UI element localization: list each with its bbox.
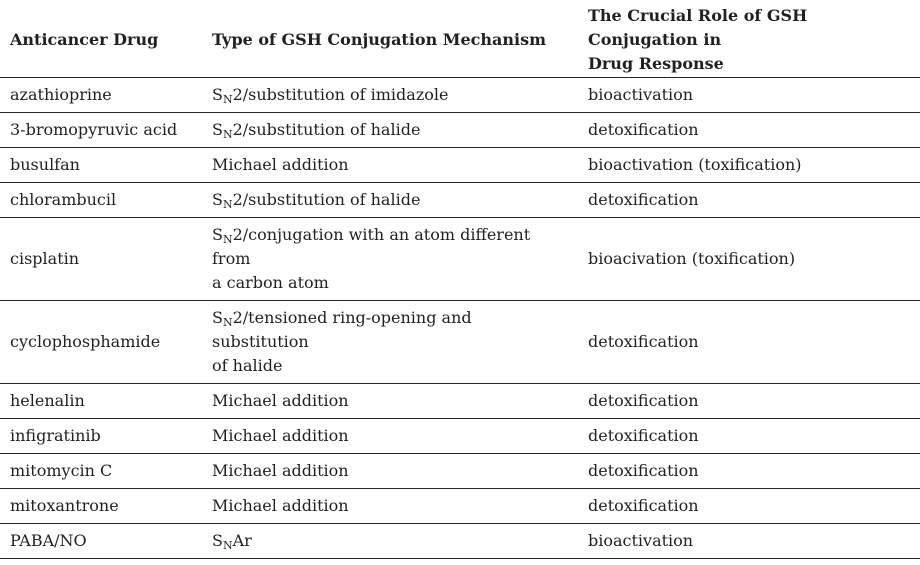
table-row: cyclophosphamide SN2/tensioned ring-openi… bbox=[0, 300, 920, 384]
subscript-n: N bbox=[222, 93, 233, 106]
drug-cell: PABA/NO bbox=[0, 523, 212, 559]
table-header: Anticancer Drug Type of GSH Conjugation … bbox=[0, 0, 920, 78]
mechanism-cell: Michael addition bbox=[212, 453, 588, 489]
subscript-n: N bbox=[222, 316, 233, 329]
role-cell: bioactivation bbox=[588, 77, 920, 113]
drug-cell: helenalin bbox=[0, 383, 212, 419]
header-row: Anticancer Drug Type of GSH Conjugation … bbox=[0, 0, 920, 78]
drug-cell: sulofenur bbox=[0, 558, 212, 565]
table-row: chlorambucil SN2/substitution of halide de… bbox=[0, 182, 920, 218]
mechanism-cell: SNAr bbox=[212, 523, 588, 559]
role-cell: bioactivation (toxification) bbox=[588, 147, 920, 183]
table-row: mitoxantrone Michael addition detoxificati… bbox=[0, 488, 920, 524]
mechanism-cell: SN2/substitution of imidazole bbox=[212, 77, 588, 113]
subscript-n: N bbox=[222, 198, 233, 211]
drug-cell: infigratinib bbox=[0, 418, 212, 454]
role-cell: bioactivation bbox=[588, 523, 920, 559]
drug-cell: busulfan bbox=[0, 147, 212, 183]
role-cell: bioactivation bbox=[588, 558, 920, 565]
mechanism-cell: Michael addition bbox=[212, 488, 588, 524]
role-cell: detoxification bbox=[588, 383, 920, 419]
drug-cell: cisplatin bbox=[0, 217, 212, 301]
column-header-role: The Crucial Role of GSH Conjugation in D… bbox=[588, 0, 920, 78]
drug-cell: cyclophosphamide bbox=[0, 300, 212, 384]
table-row: 3-bromopyruvic acid SN2/substitution of h… bbox=[0, 112, 920, 148]
column-header-anticancer-drug: Anticancer Drug bbox=[0, 0, 212, 78]
role-cell: detoxification bbox=[588, 418, 920, 454]
subscript-n: N bbox=[222, 233, 233, 246]
mechanism-cell: Michael addition bbox=[212, 418, 588, 454]
table-row: helenalin Michael addition detoxification bbox=[0, 383, 920, 419]
mechanism-cell: Michael addition bbox=[212, 383, 588, 419]
mechanism-cell: Michael addition bbox=[212, 558, 588, 565]
drug-cell: azathioprine bbox=[0, 77, 212, 113]
table-row: PABA/NO SNAr bioactivation bbox=[0, 523, 920, 559]
table-row: mitomycin C Michael addition detoxificatio… bbox=[0, 453, 920, 489]
role-cell: bioacivation (toxification) bbox=[588, 217, 920, 301]
column-header-mechanism: Type of GSH Conjugation Mechanism bbox=[212, 0, 588, 78]
drug-cell: mitomycin C bbox=[0, 453, 212, 489]
mechanism-cell: SN2/substitution of halide bbox=[212, 112, 588, 148]
table-row: busulfan Michael addition bioactivation (t… bbox=[0, 147, 920, 183]
subscript-n: N bbox=[222, 128, 233, 141]
role-cell: detoxification bbox=[588, 453, 920, 489]
role-cell: detoxification bbox=[588, 182, 920, 218]
drug-cell: mitoxantrone bbox=[0, 488, 212, 524]
table-row: infigratinib Michael addition detoxificati… bbox=[0, 418, 920, 454]
table-row: cisplatin SN2/conjugation with an atom di… bbox=[0, 217, 920, 301]
drug-cell: chlorambucil bbox=[0, 182, 212, 218]
mechanism-cell: SN2/substitution of halide bbox=[212, 182, 588, 218]
mechanism-cell: SN2/conjugation with an atom different f… bbox=[212, 217, 588, 301]
role-cell: detoxification bbox=[588, 300, 920, 384]
mechanism-cell: SN2/tensioned ring-opening and substitut… bbox=[212, 300, 588, 384]
role-cell: detoxification bbox=[588, 488, 920, 524]
subscript-n: N bbox=[222, 539, 233, 552]
role-cell: detoxification bbox=[588, 112, 920, 148]
table-row: azathioprine SN2/substitution of imidazol… bbox=[0, 77, 920, 113]
drug-cell: 3-bromopyruvic acid bbox=[0, 112, 212, 148]
table-body: azathioprine SN2/substitution of imidazol… bbox=[0, 77, 920, 565]
mechanism-cell: Michael addition bbox=[212, 147, 588, 183]
